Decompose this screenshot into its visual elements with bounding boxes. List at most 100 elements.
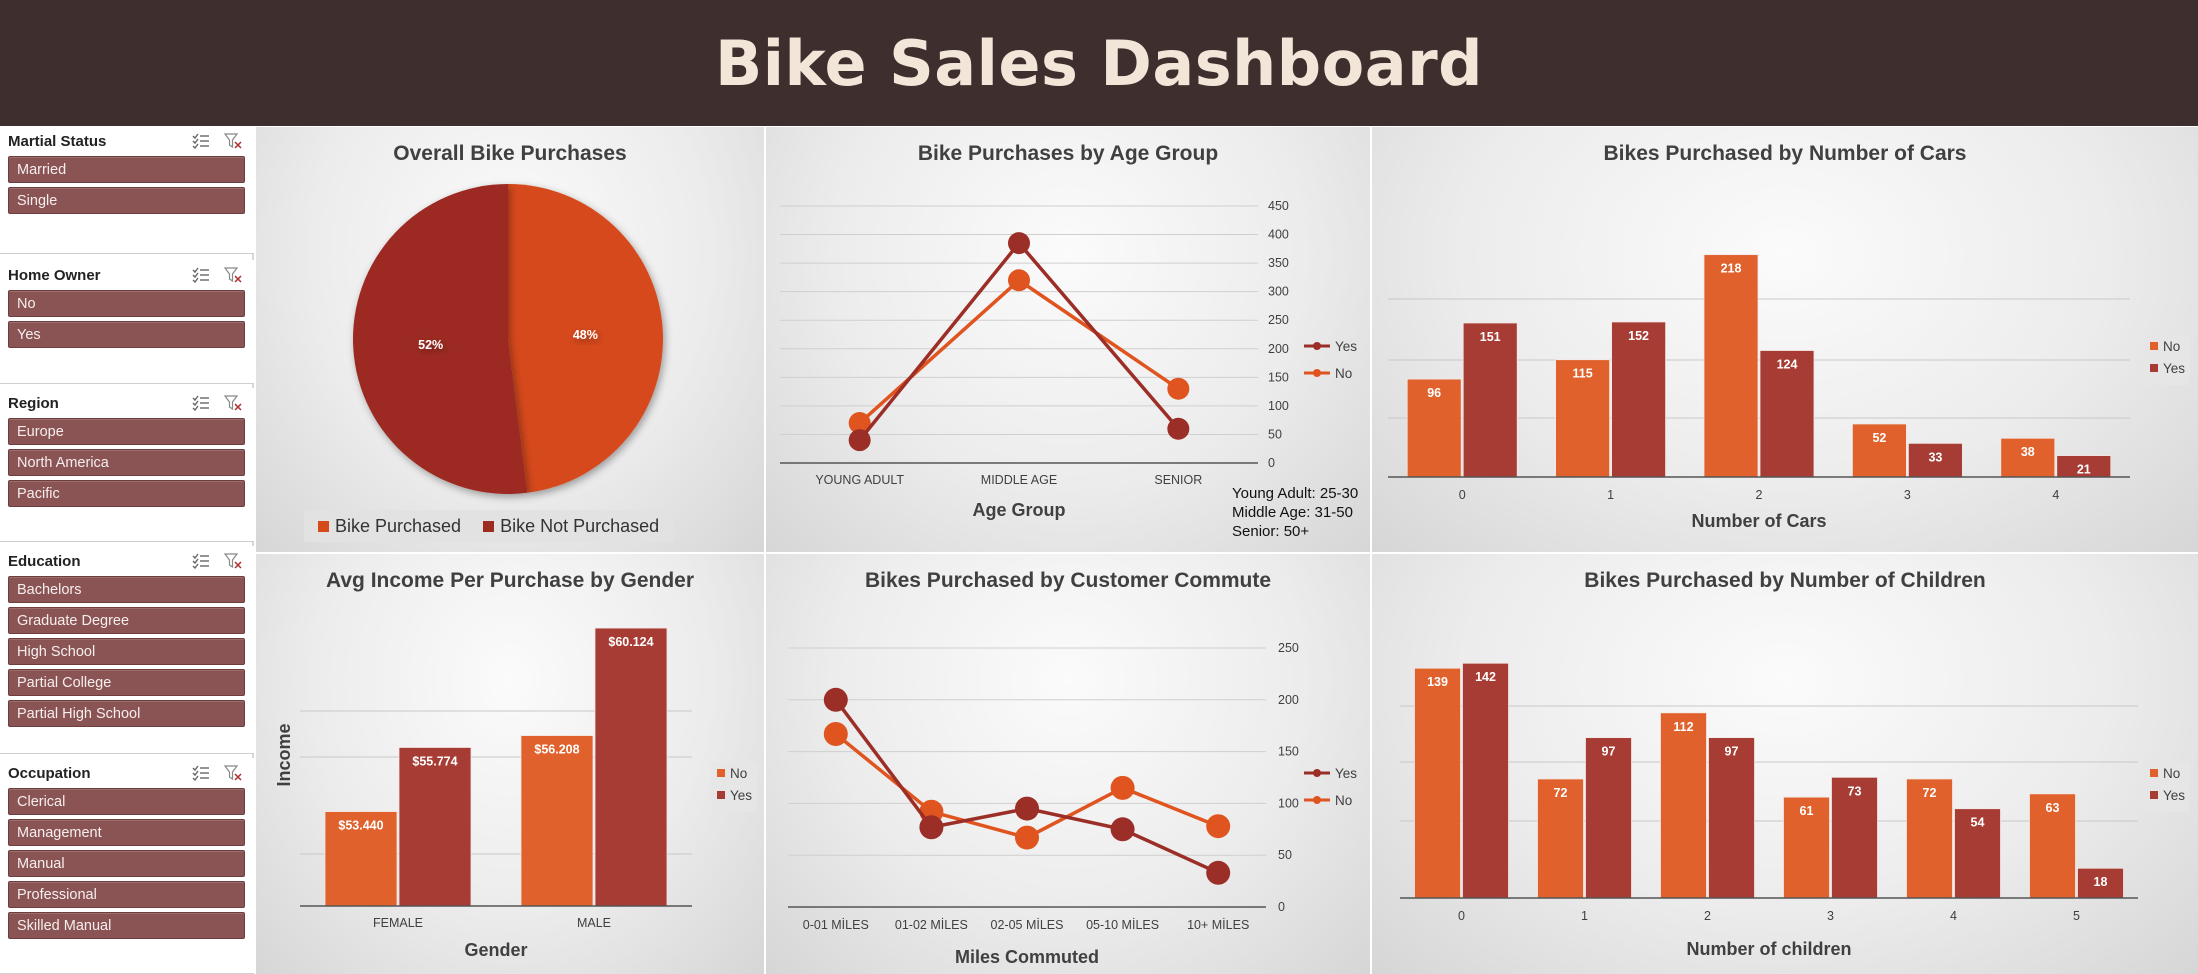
data-label: 38 (2021, 445, 2035, 459)
dashboard-title: Bike Sales Dashboard (714, 26, 1484, 100)
slicer-item-pacific[interactable]: Pacific (8, 480, 245, 507)
slicer-item-bachelors[interactable]: Bachelors (8, 576, 245, 603)
x-tick-label: 3 (1827, 909, 1834, 923)
series-line-no (858, 278, 1180, 425)
bar-no (520, 735, 594, 907)
y-tick-label: 50 (1278, 848, 1292, 862)
slicer-item-manual[interactable]: Manual (8, 850, 245, 877)
slicer-title: Region (8, 394, 59, 412)
slicer-item-single[interactable]: Single (8, 187, 245, 214)
slice-label: 52% (418, 338, 443, 352)
slicer-region: Region Europe North America Pacific (0, 388, 254, 542)
legend-marker (1313, 369, 1321, 377)
slicer-item-no[interactable]: No (8, 290, 245, 317)
x-tick-label: 2 (1756, 488, 1763, 502)
legend-swatch (2150, 791, 2158, 799)
commute-chart-panel: Bikes Purchased by Customer Commute 0 50 10… (766, 554, 1370, 974)
slicer-item-professional[interactable]: Professional (8, 881, 245, 908)
y-tick-label: 450 (1268, 199, 1289, 213)
x-tick-label: 02-05 MİLES (991, 918, 1064, 932)
data-point (1008, 232, 1030, 255)
pie-chart-panel: Overall Bike Purchases 48% 52% Bike Purcha… (256, 127, 764, 552)
y-tick-label: 200 (1268, 342, 1289, 356)
commute-line-chart: Bikes Purchased by Customer Commute 0 50 10… (788, 569, 1357, 967)
legend-marker (1313, 342, 1321, 350)
x-tick-label: 4 (1950, 909, 1957, 923)
x-tick-label: 0 (1458, 909, 1465, 923)
data-label: 96 (1427, 386, 1441, 400)
chart-title: Bikes Purchased by Customer Commute (865, 569, 1271, 592)
slicer-icons (192, 267, 242, 283)
bar-yes (1759, 350, 1815, 478)
clear-filter-icon[interactable] (224, 267, 242, 283)
slicer-item-graduate-degree[interactable]: Graduate Degree (8, 607, 245, 634)
multi-select-icon[interactable] (192, 133, 210, 149)
y-tick-label: 300 (1268, 285, 1289, 299)
slicer-item-married[interactable]: Married (8, 156, 245, 183)
legend-swatch (717, 791, 725, 799)
clear-filter-icon[interactable] (224, 553, 242, 569)
y-tick-label: 0 (1278, 900, 1285, 914)
y-tick-label: 150 (1278, 745, 1299, 759)
data-label: 72 (1923, 786, 1937, 800)
data-point (823, 721, 848, 746)
data-point (1110, 775, 1135, 800)
data-label: $60.124 (608, 635, 653, 649)
y-tick-label: 350 (1268, 256, 1289, 270)
slicer-icons (192, 395, 242, 411)
slicer-item-north-america[interactable]: North America (8, 449, 245, 476)
slicer-title: Education (8, 552, 81, 570)
slicer-icons (192, 133, 242, 149)
slicer-header: Education (0, 546, 254, 576)
clear-filter-icon[interactable] (224, 765, 242, 781)
slicer-item-partial-high-school[interactable]: Partial High School (8, 700, 245, 727)
legend-swatch (2150, 769, 2158, 777)
data-label: 97 (1725, 745, 1739, 759)
bar-no (324, 811, 398, 907)
data-label: 218 (1721, 262, 1742, 276)
age-group-note: Young Adult: 25-30 Middle Age: 31-50 Sen… (1232, 485, 1359, 540)
multi-select-icon[interactable] (192, 765, 210, 781)
x-tick-label: SENIOR (1154, 473, 1202, 487)
pie-slice (508, 184, 663, 493)
data-label: 61 (1800, 804, 1814, 818)
data-label: 54 (1971, 816, 1985, 830)
slicer-item-europe[interactable]: Europe (8, 418, 245, 445)
x-tick-label: 5 (2073, 909, 2080, 923)
y-tick-label: 250 (1278, 641, 1299, 655)
multi-select-icon[interactable] (192, 267, 210, 283)
legend-label: Yes (1335, 339, 1357, 354)
dashboard-header: Bike Sales Dashboard (0, 0, 2198, 126)
slicer-education: Education Bachelors Graduate Degree High Sc… (0, 546, 254, 754)
pie-legend: Bike Purchased Bike Not Purchased (304, 510, 674, 542)
x-axis-title: Number of Cars (1691, 511, 1826, 531)
slicer-item-high-school[interactable]: High School (8, 638, 245, 665)
data-label: 33 (1928, 450, 1942, 464)
data-label: 18 (2094, 875, 2108, 889)
slicer-item-skilled-manual[interactable]: Skilled Manual (8, 912, 245, 939)
data-label: $55.774 (412, 754, 457, 768)
x-tick-label: 4 (2052, 488, 2059, 502)
legend-label: Yes (1335, 766, 1357, 781)
income-bar-chart: Avg Income Per Purchase by Gender $53.440… (274, 569, 757, 960)
slicer-martial-status: Martial Status Married Single (0, 126, 254, 254)
chart-title: Bike Purchases by Age Group (918, 142, 1218, 165)
multi-select-icon[interactable] (192, 553, 210, 569)
clear-filter-icon[interactable] (224, 133, 242, 149)
slicer-item-yes[interactable]: Yes (8, 321, 245, 348)
legend-label: No (1335, 793, 1352, 808)
multi-select-icon[interactable] (192, 395, 210, 411)
slicer-item-management[interactable]: Management (8, 819, 245, 846)
x-tick-label: 01-02 MİLES (895, 918, 968, 932)
bar-yes (1585, 737, 1632, 899)
x-tick-label: YOUNG ADULT (815, 473, 904, 487)
bar-yes (1831, 776, 1878, 899)
clear-filter-icon[interactable] (224, 395, 242, 411)
slicer-icons (192, 765, 242, 781)
slicer-item-clerical[interactable]: Clerical (8, 788, 245, 815)
bar-yes (1954, 808, 2001, 899)
bar-yes (1462, 322, 1518, 478)
legend-swatch (717, 769, 725, 777)
data-label: 115 (1573, 367, 1593, 381)
slicer-item-partial-college[interactable]: Partial College (8, 669, 245, 696)
